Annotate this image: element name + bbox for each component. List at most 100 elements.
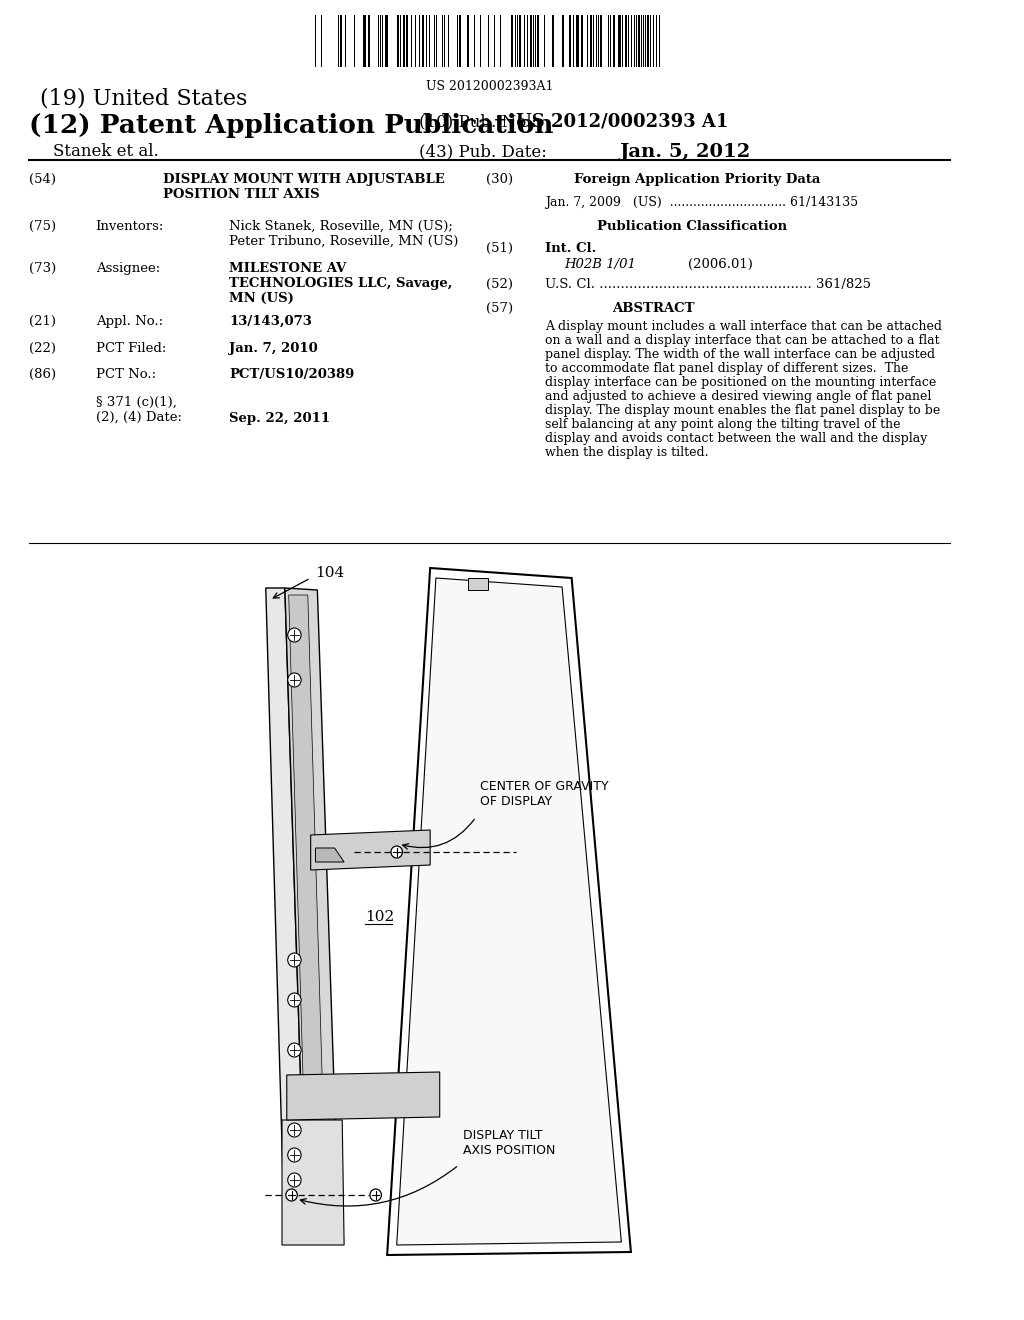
- Text: (54): (54): [29, 173, 55, 186]
- Text: display. The display mount enables the flat panel display to be: display. The display mount enables the f…: [545, 404, 940, 417]
- Bar: [460, 15, 461, 67]
- Circle shape: [288, 1148, 301, 1162]
- Bar: [552, 15, 554, 67]
- Bar: [397, 15, 398, 67]
- Text: Stanek et al.: Stanek et al.: [52, 143, 159, 160]
- Text: § 371 (c)(1),
(2), (4) Date:: § 371 (c)(1), (2), (4) Date:: [95, 396, 181, 424]
- Bar: [655, 15, 657, 67]
- Bar: [581, 15, 584, 67]
- Text: DISPLAY MOUNT WITH ADJUSTABLE
POSITION TILT AXIS: DISPLAY MOUNT WITH ADJUSTABLE POSITION T…: [163, 173, 444, 201]
- Text: (75): (75): [29, 220, 55, 234]
- Bar: [429, 15, 430, 67]
- Polygon shape: [468, 578, 487, 590]
- Circle shape: [288, 628, 301, 642]
- Bar: [435, 15, 437, 67]
- Text: Foreign Application Priority Data: Foreign Application Priority Data: [573, 173, 820, 186]
- Text: 102: 102: [366, 909, 394, 924]
- Text: Int. Cl.: Int. Cl.: [545, 242, 596, 255]
- Text: and adjusted to achieve a desired viewing angle of flat panel: and adjusted to achieve a desired viewin…: [545, 389, 931, 403]
- Bar: [537, 15, 539, 67]
- Text: DISPLAY TILT
AXIS POSITION: DISPLAY TILT AXIS POSITION: [463, 1129, 555, 1158]
- Bar: [622, 15, 624, 67]
- Text: (86): (86): [29, 368, 55, 381]
- Bar: [600, 15, 602, 67]
- Text: PCT No.:: PCT No.:: [95, 368, 156, 381]
- Bar: [613, 15, 614, 67]
- Bar: [433, 15, 435, 67]
- Circle shape: [288, 953, 301, 968]
- Text: Jan. 7, 2009   (US)  .............................. 61/143135: Jan. 7, 2009 (US) ......................…: [545, 195, 858, 209]
- Polygon shape: [396, 578, 622, 1245]
- Text: panel display. The width of the wall interface can be adjusted: panel display. The width of the wall int…: [545, 348, 935, 360]
- Bar: [625, 15, 627, 67]
- Text: (57): (57): [485, 302, 513, 315]
- Bar: [618, 15, 621, 67]
- Text: display and avoids contact between the wall and the display: display and avoids contact between the w…: [545, 432, 928, 445]
- Text: Inventors:: Inventors:: [95, 220, 164, 234]
- Text: 104: 104: [315, 566, 345, 579]
- Bar: [494, 15, 496, 67]
- Text: (2006.01): (2006.01): [688, 257, 753, 271]
- Text: Jan. 7, 2010: Jan. 7, 2010: [229, 342, 318, 355]
- Bar: [511, 15, 513, 67]
- Bar: [569, 15, 570, 67]
- Text: ABSTRACT: ABSTRACT: [611, 302, 694, 315]
- Text: to accommodate flat panel display of different sizes.  The: to accommodate flat panel display of dif…: [545, 362, 908, 375]
- Bar: [340, 15, 342, 67]
- Text: PCT/US10/20389: PCT/US10/20389: [229, 368, 354, 381]
- Text: A display mount includes a wall interface that can be attached: A display mount includes a wall interfac…: [545, 319, 942, 333]
- Bar: [652, 15, 654, 67]
- Bar: [467, 15, 469, 67]
- Bar: [631, 15, 632, 67]
- Text: display interface can be positioned on the mounting interface: display interface can be positioned on t…: [545, 376, 936, 389]
- Text: (52): (52): [485, 279, 513, 290]
- Text: Nick Stanek, Roseville, MN (US);
Peter Tribuno, Roseville, MN (US): Nick Stanek, Roseville, MN (US); Peter T…: [229, 220, 459, 248]
- Text: CENTER OF GRAVITY
OF DISPLAY: CENTER OF GRAVITY OF DISPLAY: [480, 780, 608, 808]
- Text: (43) Pub. Date:: (43) Pub. Date:: [419, 143, 547, 160]
- Text: Assignee:: Assignee:: [95, 261, 160, 275]
- Text: (19) United States: (19) United States: [40, 87, 248, 110]
- Text: on a wall and a display interface that can be attached to a flat: on a wall and a display interface that c…: [545, 334, 939, 347]
- Circle shape: [370, 1189, 381, 1201]
- Bar: [638, 15, 640, 67]
- Text: Sep. 22, 2011: Sep. 22, 2011: [229, 412, 331, 425]
- Text: H02B 1/01: H02B 1/01: [564, 257, 636, 271]
- Text: (22): (22): [29, 342, 55, 355]
- Circle shape: [288, 1173, 301, 1187]
- Text: Jan. 5, 2012: Jan. 5, 2012: [620, 143, 751, 161]
- Text: Publication Classification: Publication Classification: [597, 220, 787, 234]
- Text: self balancing at any point along the tilting travel of the: self balancing at any point along the ti…: [545, 418, 900, 432]
- Bar: [500, 15, 501, 67]
- Polygon shape: [310, 830, 430, 870]
- Polygon shape: [289, 595, 327, 1238]
- Polygon shape: [287, 1072, 439, 1119]
- Bar: [562, 15, 564, 67]
- Text: (73): (73): [29, 261, 56, 275]
- Circle shape: [288, 1043, 301, 1057]
- Text: when the display is tilted.: when the display is tilted.: [545, 446, 709, 459]
- Circle shape: [288, 993, 301, 1007]
- Polygon shape: [285, 587, 339, 1243]
- Polygon shape: [266, 587, 306, 1243]
- Polygon shape: [315, 847, 344, 862]
- Text: U.S. Cl. .................................................. 361/825: U.S. Cl. ...............................…: [545, 279, 870, 290]
- Bar: [403, 15, 404, 67]
- Text: (51): (51): [485, 242, 513, 255]
- Bar: [643, 15, 644, 67]
- Text: (21): (21): [29, 315, 55, 327]
- Bar: [380, 15, 381, 67]
- Bar: [423, 15, 424, 67]
- Bar: [575, 15, 579, 67]
- Circle shape: [288, 673, 301, 686]
- Text: Appl. No.:: Appl. No.:: [95, 315, 163, 327]
- Text: (12) Patent Application Publication: (12) Patent Application Publication: [29, 114, 553, 139]
- Bar: [526, 15, 528, 67]
- Text: 13/143,073: 13/143,073: [229, 315, 312, 327]
- Bar: [369, 15, 370, 67]
- Text: MILESTONE AV
TECHNOLOGIES LLC, Savage,
MN (US): MILESTONE AV TECHNOLOGIES LLC, Savage, M…: [229, 261, 453, 305]
- Text: PCT Filed:: PCT Filed:: [95, 342, 166, 355]
- Bar: [530, 15, 531, 67]
- Text: US 2012/0002393 A1: US 2012/0002393 A1: [516, 114, 728, 131]
- Bar: [519, 15, 521, 67]
- Bar: [385, 15, 388, 67]
